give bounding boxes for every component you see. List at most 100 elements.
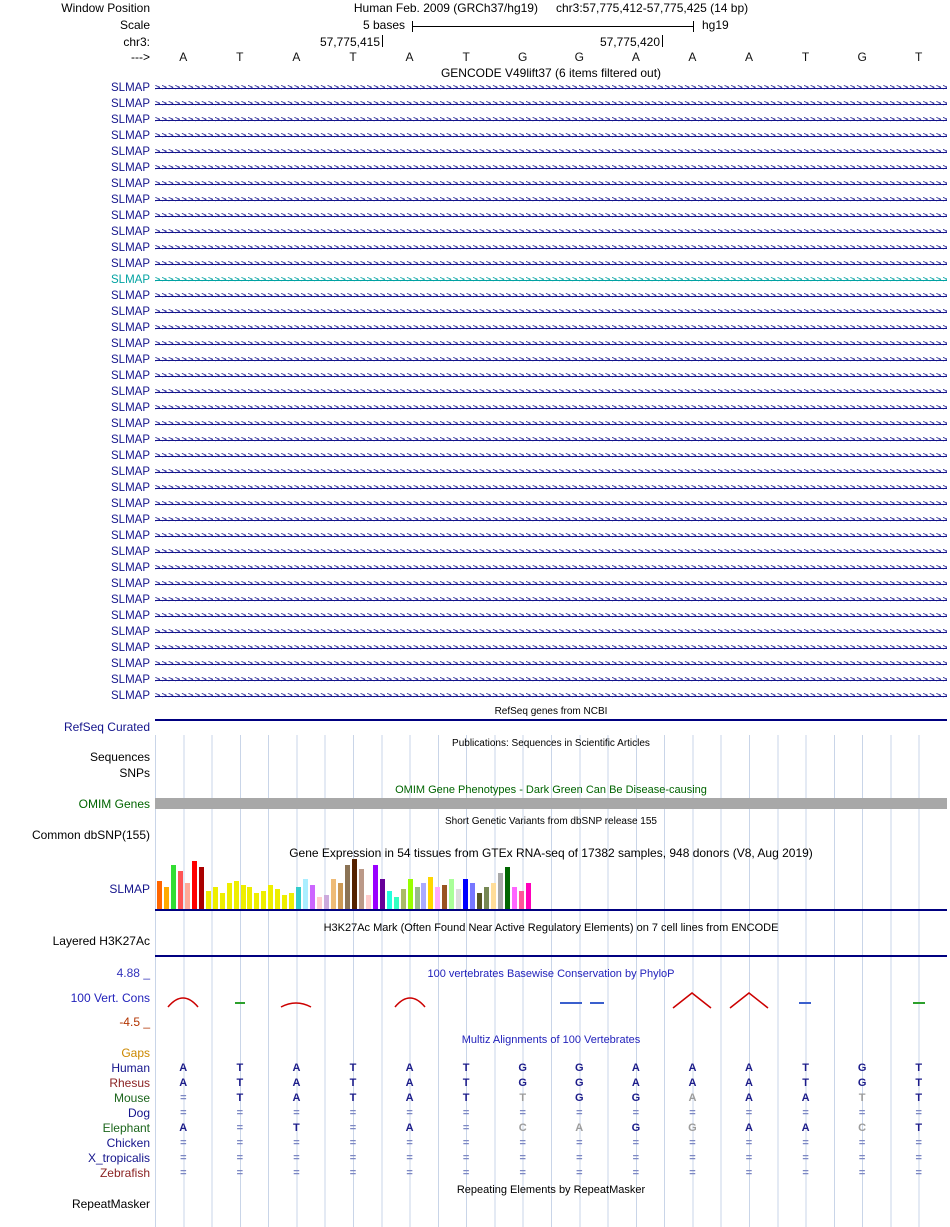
multiz-species-label[interactable]: Elephant	[102, 1121, 150, 1135]
gencode-item-row[interactable]: >>>>>>>>>>>>>>>>>>>>>>>>>>>>>>>>>>>>>>>>…	[155, 272, 947, 288]
gtex-bar[interactable]	[358, 869, 364, 909]
gencode-item-row[interactable]: >>>>>>>>>>>>>>>>>>>>>>>>>>>>>>>>>>>>>>>>…	[155, 160, 947, 176]
gencode-item-label[interactable]: SLMAP	[111, 306, 150, 318]
multiz-title[interactable]: Multiz Alignments of 100 Vertebrates	[461, 1034, 641, 1046]
gencode-item-row[interactable]: >>>>>>>>>>>>>>>>>>>>>>>>>>>>>>>>>>>>>>>>…	[155, 240, 947, 256]
gtex-bar[interactable]	[261, 891, 267, 909]
gtex-bar[interactable]	[518, 891, 524, 909]
gencode-item-label[interactable]: SLMAP	[111, 562, 150, 574]
gencode-item-label[interactable]: SLMAP	[111, 482, 150, 494]
gencode-item-row[interactable]: >>>>>>>>>>>>>>>>>>>>>>>>>>>>>>>>>>>>>>>>…	[155, 96, 947, 112]
omim-track-label[interactable]: OMIM Genes	[78, 797, 150, 811]
gencode-item-row[interactable]: >>>>>>>>>>>>>>>>>>>>>>>>>>>>>>>>>>>>>>>>…	[155, 496, 947, 512]
multiz-species-label[interactable]: Zebrafish	[99, 1166, 150, 1180]
gencode-item-row[interactable]: >>>>>>>>>>>>>>>>>>>>>>>>>>>>>>>>>>>>>>>>…	[155, 144, 947, 160]
repeatmasker-title[interactable]: Repeating Elements by RepeatMasker	[456, 1184, 646, 1196]
gencode-item-row[interactable]: >>>>>>>>>>>>>>>>>>>>>>>>>>>>>>>>>>>>>>>>…	[155, 192, 947, 208]
gtex-bar[interactable]	[310, 885, 316, 909]
gtex-bar[interactable]	[511, 887, 517, 909]
gencode-item-row[interactable]: >>>>>>>>>>>>>>>>>>>>>>>>>>>>>>>>>>>>>>>>…	[155, 464, 947, 480]
gtex-bar[interactable]	[344, 865, 350, 909]
gtex-bar[interactable]	[477, 893, 483, 909]
gtex-bar[interactable]	[407, 879, 413, 909]
gtex-bar[interactable]	[184, 883, 190, 909]
repeatmasker-track-label[interactable]: RepeatMasker	[71, 1197, 150, 1211]
gencode-item-label[interactable]: SLMAP	[111, 514, 150, 526]
gtex-bar[interactable]	[442, 885, 448, 909]
gtex-bar[interactable]	[324, 895, 330, 909]
gtex-bar[interactable]	[233, 881, 239, 909]
omim-title[interactable]: OMIM Gene Phenotypes - Dark Green Can Be…	[395, 784, 707, 796]
gencode-item-label[interactable]: SLMAP	[111, 194, 150, 206]
gtex-bar[interactable]	[491, 883, 497, 909]
gtex-track-label[interactable]: SLMAP	[109, 882, 150, 896]
gencode-item-label[interactable]: SLMAP	[111, 210, 150, 222]
gencode-item-label[interactable]: SLMAP	[111, 338, 150, 350]
multiz-species-label[interactable]: Rhesus	[109, 1076, 150, 1090]
gtex-bar[interactable]	[170, 865, 176, 909]
conservation-track-label[interactable]: 100 Vert. Cons	[70, 991, 150, 1005]
gencode-item-label[interactable]: SLMAP	[111, 658, 150, 670]
gencode-title[interactable]: GENCODE V49lift37 (6 items filtered out)	[440, 66, 662, 80]
gencode-item-label[interactable]: SLMAP	[111, 610, 150, 622]
gencode-item-label[interactable]: SLMAP	[111, 274, 150, 286]
gencode-item-row[interactable]: >>>>>>>>>>>>>>>>>>>>>>>>>>>>>>>>>>>>>>>>…	[155, 400, 947, 416]
multiz-species-label[interactable]: Gaps	[121, 1046, 150, 1060]
gencode-item-label[interactable]: SLMAP	[111, 546, 150, 558]
gtex-bar[interactable]	[414, 887, 420, 909]
h3k27ac-title[interactable]: H3K27Ac Mark (Often Found Near Active Re…	[323, 922, 779, 934]
gtex-bar[interactable]	[191, 861, 197, 909]
gencode-item-row[interactable]: >>>>>>>>>>>>>>>>>>>>>>>>>>>>>>>>>>>>>>>>…	[155, 208, 947, 224]
gencode-item-row[interactable]: >>>>>>>>>>>>>>>>>>>>>>>>>>>>>>>>>>>>>>>>…	[155, 688, 947, 704]
gencode-item-row[interactable]: >>>>>>>>>>>>>>>>>>>>>>>>>>>>>>>>>>>>>>>>…	[155, 640, 947, 656]
gencode-item-label[interactable]: SLMAP	[111, 642, 150, 654]
gtex-bar[interactable]	[254, 893, 260, 909]
gtex-gene-line[interactable]	[155, 909, 947, 911]
gencode-item-row[interactable]: >>>>>>>>>>>>>>>>>>>>>>>>>>>>>>>>>>>>>>>>…	[155, 560, 947, 576]
gencode-item-row[interactable]: >>>>>>>>>>>>>>>>>>>>>>>>>>>>>>>>>>>>>>>>…	[155, 528, 947, 544]
gencode-item-label[interactable]: SLMAP	[111, 434, 150, 446]
gtex-bar[interactable]	[456, 889, 462, 909]
gtex-title[interactable]: Gene Expression in 54 tissues from GTEx …	[289, 846, 813, 860]
refseq-track-label[interactable]: RefSeq Curated	[63, 720, 150, 734]
gencode-item-row[interactable]: >>>>>>>>>>>>>>>>>>>>>>>>>>>>>>>>>>>>>>>>…	[155, 608, 947, 624]
gencode-item-label[interactable]: SLMAP	[111, 402, 150, 414]
gtex-bar[interactable]	[163, 887, 169, 909]
gencode-item-row[interactable]: >>>>>>>>>>>>>>>>>>>>>>>>>>>>>>>>>>>>>>>>…	[155, 320, 947, 336]
gencode-item-row[interactable]: >>>>>>>>>>>>>>>>>>>>>>>>>>>>>>>>>>>>>>>>…	[155, 256, 947, 272]
gtex-bar[interactable]	[421, 883, 427, 909]
gencode-item-label[interactable]: SLMAP	[111, 466, 150, 478]
gtex-bar[interactable]	[525, 883, 531, 909]
gencode-item-label[interactable]: SLMAP	[111, 578, 150, 590]
gtex-bar[interactable]	[157, 881, 162, 909]
gtex-bar[interactable]	[505, 867, 510, 909]
conservation-plot[interactable]	[155, 981, 947, 1021]
dbsnp-track-label[interactable]: Common dbSNP(155)	[31, 828, 150, 842]
gencode-item-row[interactable]: >>>>>>>>>>>>>>>>>>>>>>>>>>>>>>>>>>>>>>>>…	[155, 592, 947, 608]
gencode-item-row[interactable]: >>>>>>>>>>>>>>>>>>>>>>>>>>>>>>>>>>>>>>>>…	[155, 336, 947, 352]
gencode-item-row[interactable]: >>>>>>>>>>>>>>>>>>>>>>>>>>>>>>>>>>>>>>>>…	[155, 368, 947, 384]
gtex-bar[interactable]	[303, 879, 309, 909]
refseq-track-line[interactable]	[155, 719, 947, 721]
gencode-item-label[interactable]: SLMAP	[111, 594, 150, 606]
h3k27ac-track-label[interactable]: Layered H3K27Ac	[52, 934, 150, 948]
gtex-bar[interactable]	[484, 887, 490, 909]
gencode-item-label[interactable]: SLMAP	[111, 258, 150, 270]
gtex-bar[interactable]	[275, 889, 281, 909]
gtex-bar[interactable]	[247, 887, 253, 909]
gtex-bar[interactable]	[289, 893, 295, 909]
gencode-item-row[interactable]: >>>>>>>>>>>>>>>>>>>>>>>>>>>>>>>>>>>>>>>>…	[155, 480, 947, 496]
gtex-bar[interactable]	[296, 887, 302, 909]
gencode-item-row[interactable]: >>>>>>>>>>>>>>>>>>>>>>>>>>>>>>>>>>>>>>>>…	[155, 432, 947, 448]
gencode-item-row[interactable]: >>>>>>>>>>>>>>>>>>>>>>>>>>>>>>>>>>>>>>>>…	[155, 624, 947, 640]
gencode-item-label[interactable]: SLMAP	[111, 146, 150, 158]
multiz-species-label[interactable]: Chicken	[106, 1136, 150, 1150]
gencode-item-label[interactable]: SLMAP	[111, 386, 150, 398]
gtex-bar[interactable]	[463, 879, 469, 909]
gencode-item-row[interactable]: >>>>>>>>>>>>>>>>>>>>>>>>>>>>>>>>>>>>>>>>…	[155, 512, 947, 528]
gencode-item-row[interactable]: >>>>>>>>>>>>>>>>>>>>>>>>>>>>>>>>>>>>>>>>…	[155, 544, 947, 560]
gencode-item-row[interactable]: >>>>>>>>>>>>>>>>>>>>>>>>>>>>>>>>>>>>>>>>…	[155, 352, 947, 368]
multiz-species-label[interactable]: Dog	[127, 1106, 150, 1120]
multiz-species-label[interactable]: Mouse	[113, 1091, 150, 1105]
publications-snps-label[interactable]: SNPs	[119, 766, 150, 780]
